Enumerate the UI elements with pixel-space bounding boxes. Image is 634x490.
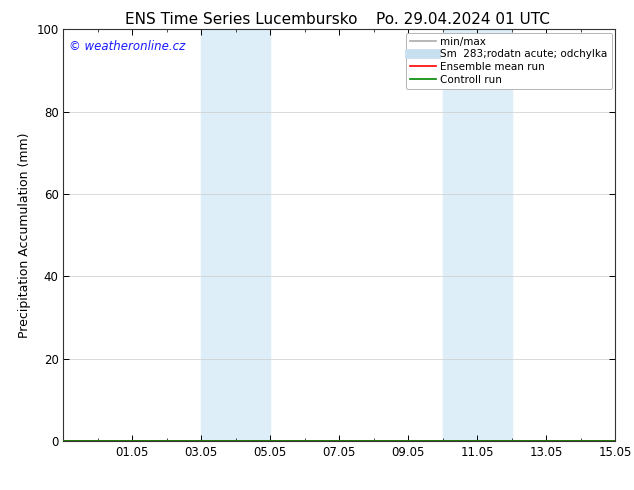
Bar <box>202 29 270 441</box>
Legend: min/max, Sm  283;rodatn acute; odchylka, Ensemble mean run, Controll run: min/max, Sm 283;rodatn acute; odchylka, … <box>406 32 612 89</box>
Text: Po. 29.04.2024 01 UTC: Po. 29.04.2024 01 UTC <box>376 12 550 27</box>
Bar <box>443 29 512 441</box>
Text: © weatheronline.cz: © weatheronline.cz <box>69 40 185 53</box>
Y-axis label: Precipitation Accumulation (mm): Precipitation Accumulation (mm) <box>18 132 30 338</box>
Text: ENS Time Series Lucembursko: ENS Time Series Lucembursko <box>125 12 357 27</box>
